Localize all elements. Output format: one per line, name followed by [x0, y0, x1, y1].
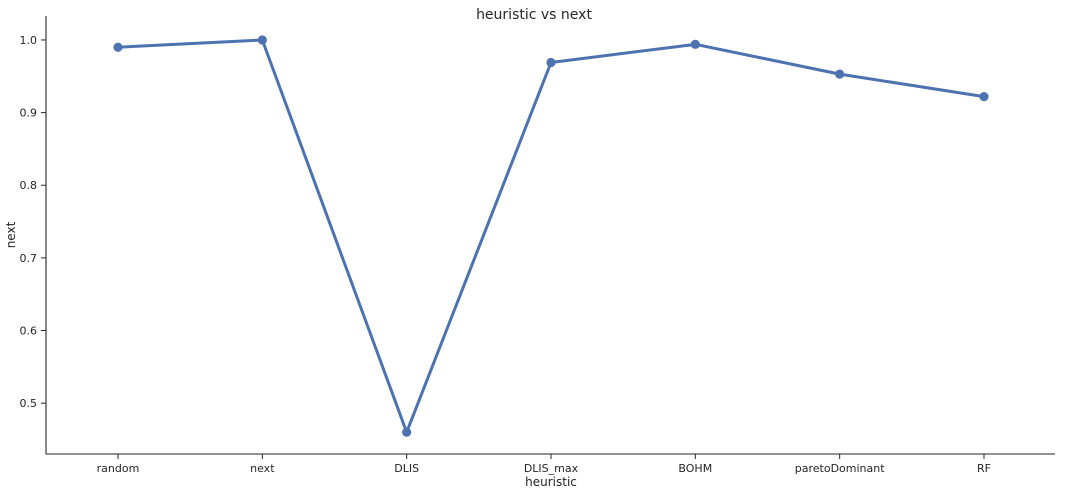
- data-point-paretodominant: [835, 69, 845, 79]
- y-axis-label: next: [4, 221, 18, 248]
- x-tick-label: DLIS_max: [524, 462, 579, 475]
- series-line: [116, 38, 986, 434]
- y-tick-label: 0.5: [20, 397, 38, 410]
- x-axis: random next DLIS DLIS_max BOHM paretoDominant…: [97, 454, 991, 475]
- series-group: [113, 35, 989, 437]
- data-point-bohm: [690, 39, 700, 49]
- x-tick-label: next: [250, 462, 275, 475]
- data-point-rf: [979, 92, 989, 102]
- x-tick-label: paretoDominant: [795, 462, 885, 475]
- x-axis-label: heuristic: [525, 475, 577, 489]
- x-tick-label: RF: [977, 462, 991, 475]
- data-point-dlis: [402, 427, 412, 437]
- y-tick-label: 0.9: [20, 107, 38, 120]
- y-tick-label: 0.7: [20, 252, 38, 265]
- chart-title: heuristic vs next: [476, 7, 592, 23]
- data-point-next: [257, 35, 267, 45]
- data-point-dlis-max: [546, 57, 556, 68]
- x-tick-label: BOHM: [678, 462, 712, 475]
- y-axis: 0.5 0.6 0.7 0.8 0.9 1.0: [20, 34, 46, 410]
- y-tick-label: 1.0: [20, 34, 38, 47]
- y-tick-label: 0.6: [20, 325, 38, 338]
- x-tick-label: random: [97, 462, 140, 475]
- data-point-random: [113, 42, 123, 52]
- x-tick-label: DLIS: [394, 462, 419, 475]
- y-tick-label: 0.8: [20, 179, 38, 192]
